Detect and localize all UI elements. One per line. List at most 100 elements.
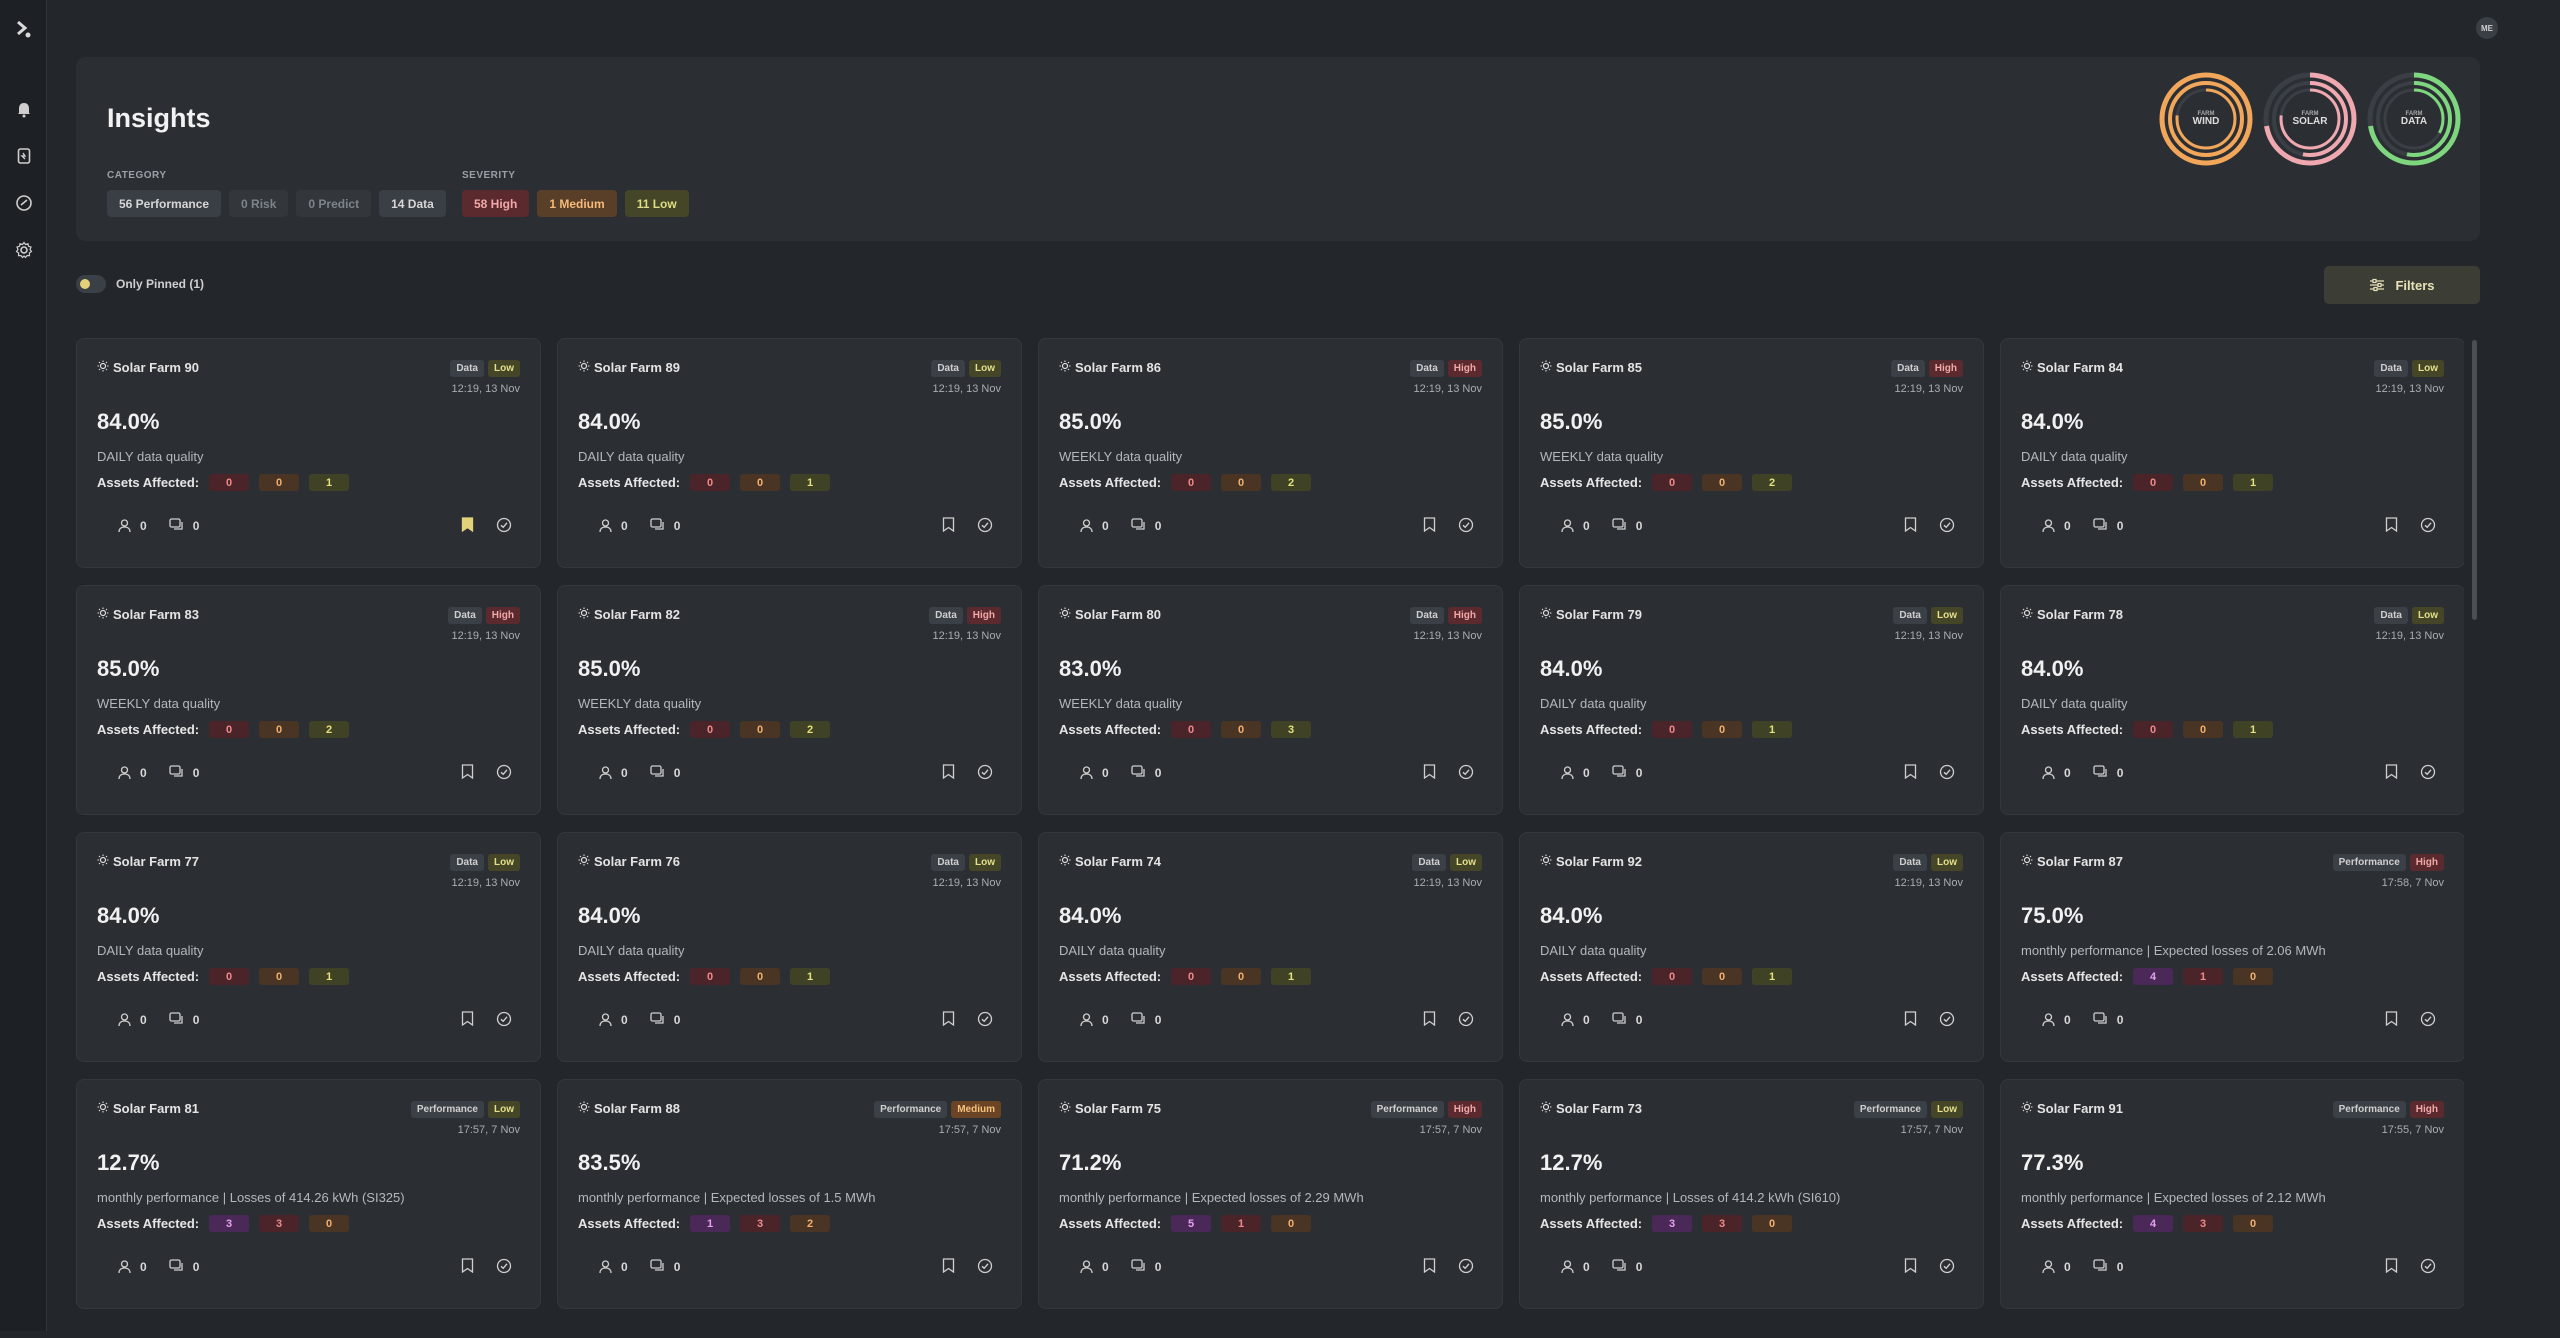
resolve-check-icon[interactable] bbox=[977, 764, 993, 785]
assignees[interactable]: 0 bbox=[1079, 1259, 1109, 1274]
assignees[interactable]: 0 bbox=[1560, 765, 1590, 780]
assignees[interactable]: 0 bbox=[1079, 1012, 1109, 1027]
ring-solar[interactable]: FARM SOLAR bbox=[2262, 71, 2358, 167]
assignees[interactable]: 0 bbox=[598, 1012, 628, 1027]
resolve-check-icon[interactable] bbox=[977, 517, 993, 538]
ring-data[interactable]: FARM DATA bbox=[2366, 71, 2462, 167]
assignees[interactable]: 0 bbox=[117, 765, 147, 780]
comments[interactable]: 0 bbox=[1612, 518, 1642, 533]
chip-predict[interactable]: 0 Predict bbox=[296, 190, 372, 217]
chip-performance[interactable]: 56 Performance bbox=[107, 190, 222, 217]
only-pinned-toggle[interactable]: Only Pinned (1) bbox=[76, 275, 204, 293]
assignees[interactable]: 0 bbox=[2041, 765, 2071, 780]
resolve-check-icon[interactable] bbox=[1939, 1011, 1955, 1032]
resolve-check-icon[interactable] bbox=[1939, 764, 1955, 785]
bookmark-icon[interactable] bbox=[461, 1258, 474, 1279]
bookmark-icon[interactable] bbox=[1423, 1011, 1436, 1032]
comments[interactable]: 0 bbox=[1612, 1012, 1642, 1027]
assignees[interactable]: 0 bbox=[1079, 518, 1109, 533]
bookmark-icon[interactable] bbox=[1904, 764, 1917, 785]
assignees[interactable]: 0 bbox=[1560, 1259, 1590, 1274]
comments[interactable]: 0 bbox=[650, 518, 680, 533]
insight-card[interactable]: Solar Farm 90 Data Low 12:19, 13 Nov 84.0% DA… bbox=[76, 338, 541, 568]
insight-card[interactable]: Solar Farm 76 Data Low 12:19, 13 Nov 84.0% DA… bbox=[557, 832, 1022, 1062]
insight-card[interactable]: Solar Farm 92 Data Low 12:19, 13 Nov 84.0% DA… bbox=[1519, 832, 1984, 1062]
resolve-check-icon[interactable] bbox=[977, 1258, 993, 1279]
assignees[interactable]: 0 bbox=[117, 518, 147, 533]
bookmark-icon[interactable] bbox=[1904, 517, 1917, 538]
insight-card[interactable]: Solar Farm 84 Data Low 12:19, 13 Nov 84.0% DA… bbox=[2000, 338, 2464, 568]
insight-card[interactable]: Solar Farm 89 Data Low 12:19, 13 Nov 84.0% DA… bbox=[557, 338, 1022, 568]
resolve-check-icon[interactable] bbox=[1939, 517, 1955, 538]
resolve-check-icon[interactable] bbox=[496, 764, 512, 785]
report-icon[interactable] bbox=[12, 144, 36, 168]
comments[interactable]: 0 bbox=[2093, 765, 2123, 780]
bookmark-icon[interactable] bbox=[1423, 1258, 1436, 1279]
assignees[interactable]: 0 bbox=[598, 1259, 628, 1274]
assignees[interactable]: 0 bbox=[117, 1259, 147, 1274]
comments[interactable]: 0 bbox=[650, 1259, 680, 1274]
bookmark-icon[interactable] bbox=[461, 1011, 474, 1032]
insight-card[interactable]: Solar Farm 81 Performance Low 17:57, 7 Nov 1… bbox=[76, 1079, 541, 1309]
gauge-icon[interactable] bbox=[12, 191, 36, 215]
bookmark-icon[interactable] bbox=[461, 764, 474, 785]
chip-low[interactable]: 11 Low bbox=[624, 190, 689, 217]
resolve-check-icon[interactable] bbox=[1939, 1258, 1955, 1279]
scrollbar[interactable] bbox=[2472, 340, 2477, 620]
insight-card[interactable]: Solar Farm 85 Data High 12:19, 13 Nov 85.0% W… bbox=[1519, 338, 1984, 568]
assignees[interactable]: 0 bbox=[117, 1012, 147, 1027]
assignees[interactable]: 0 bbox=[598, 765, 628, 780]
comments[interactable]: 0 bbox=[169, 1259, 199, 1274]
assignees[interactable]: 0 bbox=[2041, 1259, 2071, 1274]
insight-card[interactable]: Solar Farm 75 Performance High 17:57, 7 Nov… bbox=[1038, 1079, 1503, 1309]
comments[interactable]: 0 bbox=[1612, 765, 1642, 780]
comments[interactable]: 0 bbox=[169, 765, 199, 780]
bookmark-icon[interactable] bbox=[942, 1011, 955, 1032]
bookmark-icon[interactable] bbox=[2385, 517, 2398, 538]
assignees[interactable]: 0 bbox=[1079, 765, 1109, 780]
resolve-check-icon[interactable] bbox=[496, 1258, 512, 1279]
comments[interactable]: 0 bbox=[1131, 765, 1161, 780]
chip-medium[interactable]: 1 Medium bbox=[537, 190, 617, 217]
insight-card[interactable]: Solar Farm 80 Data High 12:19, 13 Nov 83.0% W… bbox=[1038, 585, 1503, 815]
settings-icon[interactable] bbox=[12, 238, 36, 262]
insight-card[interactable]: Solar Farm 79 Data Low 12:19, 13 Nov 84.0% DA… bbox=[1519, 585, 1984, 815]
insight-card[interactable]: Solar Farm 78 Data Low 12:19, 13 Nov 84.0% DA… bbox=[2000, 585, 2464, 815]
bookmark-icon[interactable] bbox=[1423, 517, 1436, 538]
bookmark-icon[interactable] bbox=[2385, 1258, 2398, 1279]
assignees[interactable]: 0 bbox=[1560, 1012, 1590, 1027]
bookmark-icon[interactable] bbox=[2385, 1011, 2398, 1032]
resolve-check-icon[interactable] bbox=[2420, 764, 2436, 785]
resolve-check-icon[interactable] bbox=[2420, 1011, 2436, 1032]
assignees[interactable]: 0 bbox=[2041, 1012, 2071, 1027]
resolve-check-icon[interactable] bbox=[2420, 517, 2436, 538]
insight-card[interactable]: Solar Farm 91 Performance High 17:55, 7 Nov… bbox=[2000, 1079, 2464, 1309]
comments[interactable]: 0 bbox=[169, 1012, 199, 1027]
resolve-check-icon[interactable] bbox=[977, 1011, 993, 1032]
insight-card[interactable]: Solar Farm 86 Data High 12:19, 13 Nov 85.0% W… bbox=[1038, 338, 1503, 568]
ring-wind[interactable]: FARM WIND bbox=[2158, 71, 2254, 167]
resolve-check-icon[interactable] bbox=[496, 1011, 512, 1032]
bookmark-icon[interactable] bbox=[2385, 764, 2398, 785]
insight-card[interactable]: Solar Farm 77 Data Low 12:19, 13 Nov 84.0% DA… bbox=[76, 832, 541, 1062]
comments[interactable]: 0 bbox=[2093, 518, 2123, 533]
insight-card[interactable]: Solar Farm 83 Data High 12:19, 13 Nov 85.0% W… bbox=[76, 585, 541, 815]
comments[interactable]: 0 bbox=[1131, 518, 1161, 533]
comments[interactable]: 0 bbox=[650, 765, 680, 780]
insight-card[interactable]: Solar Farm 74 Data Low 12:19, 13 Nov 84.0% DA… bbox=[1038, 832, 1503, 1062]
chip-data[interactable]: 14 Data bbox=[379, 190, 446, 217]
bookmark-icon[interactable] bbox=[1904, 1011, 1917, 1032]
toggle-switch[interactable] bbox=[76, 275, 106, 293]
comments[interactable]: 0 bbox=[650, 1012, 680, 1027]
bell-icon[interactable] bbox=[12, 98, 36, 122]
assignees[interactable]: 0 bbox=[598, 518, 628, 533]
resolve-check-icon[interactable] bbox=[1458, 1011, 1474, 1032]
comments[interactable]: 0 bbox=[2093, 1012, 2123, 1027]
comments[interactable]: 0 bbox=[2093, 1259, 2123, 1274]
bookmark-icon[interactable] bbox=[942, 517, 955, 538]
resolve-check-icon[interactable] bbox=[1458, 764, 1474, 785]
assignees[interactable]: 0 bbox=[2041, 518, 2071, 533]
insight-card[interactable]: Solar Farm 73 Performance Low 17:57, 7 Nov 1… bbox=[1519, 1079, 1984, 1309]
resolve-check-icon[interactable] bbox=[2420, 1258, 2436, 1279]
bookmark-icon[interactable] bbox=[942, 764, 955, 785]
